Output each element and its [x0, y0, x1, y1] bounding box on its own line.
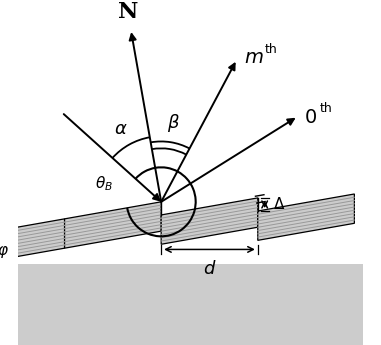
Text: th: th [320, 101, 333, 115]
Polygon shape [0, 219, 64, 265]
Polygon shape [0, 264, 381, 345]
Text: $\beta$: $\beta$ [167, 112, 180, 135]
Text: $\theta_B$: $\theta_B$ [95, 174, 114, 193]
Polygon shape [258, 194, 354, 240]
Text: $\alpha$: $\alpha$ [114, 120, 128, 138]
Polygon shape [161, 198, 258, 244]
Polygon shape [64, 202, 161, 248]
Text: $\Delta$: $\Delta$ [273, 196, 286, 213]
Text: $0$: $0$ [304, 109, 317, 127]
Text: $d$: $d$ [203, 260, 216, 278]
Text: $\varphi$: $\varphi$ [0, 244, 9, 260]
Text: N: N [118, 1, 138, 23]
Text: th: th [265, 43, 278, 56]
Text: $m$: $m$ [244, 49, 264, 67]
